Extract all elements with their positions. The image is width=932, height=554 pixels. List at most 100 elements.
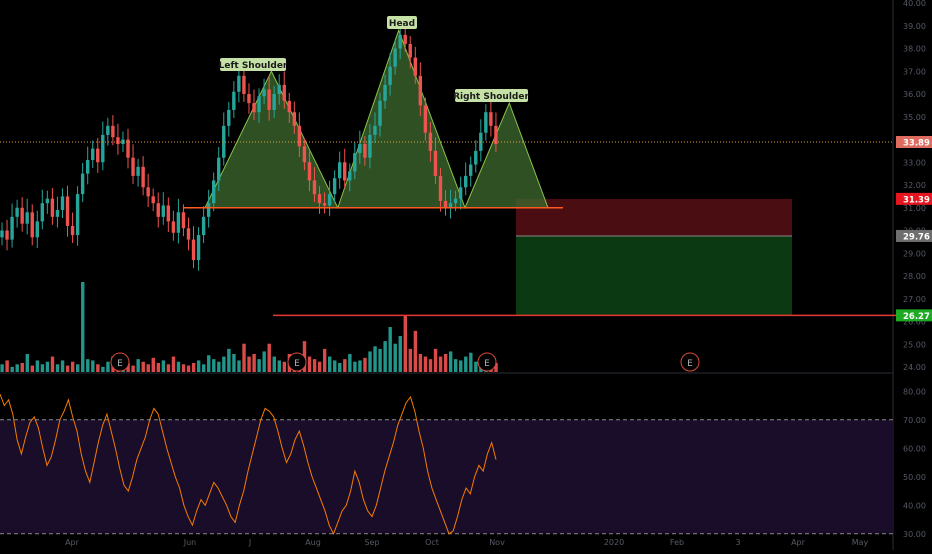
candle-body: [327, 194, 332, 206]
time-tick-label: Aug: [305, 538, 321, 547]
price-tick-label: 39.00: [903, 22, 926, 31]
rsi-panel: [0, 393, 893, 536]
volume-bar: [10, 366, 14, 372]
candle-body: [388, 66, 392, 85]
rsi-line: [0, 393, 497, 536]
volume-bar: [171, 356, 176, 372]
candle-body: [448, 203, 453, 208]
time-tick-label: Apr: [791, 538, 806, 547]
volume-bar: [348, 354, 352, 372]
pattern-shape: [204, 28, 549, 210]
volume-bar: [464, 356, 468, 372]
candle-body: [378, 100, 382, 126]
candle-body: [80, 173, 85, 195]
earnings-marker: [287, 352, 307, 372]
candle-body: [474, 150, 478, 165]
price-label: 31.39: [903, 195, 930, 205]
rsi-tick-label: 40.00: [903, 501, 926, 510]
candle-body: [287, 100, 291, 113]
volume-bar: [50, 356, 55, 372]
volume-bar: [282, 361, 287, 372]
volume-bar: [242, 343, 246, 372]
price-label-bg: [896, 309, 932, 322]
candle-body: [65, 196, 70, 226]
candle-body: [237, 75, 241, 92]
time-tick-label: Feb: [670, 538, 684, 547]
candle-body: [91, 148, 95, 160]
candle-body: [60, 196, 65, 211]
volume-bar: [15, 364, 19, 372]
volume-bar: [433, 348, 438, 372]
candle-body: [428, 132, 433, 151]
left-shoulder-label: Left Shoulder: [219, 61, 288, 71]
candle-body: [418, 75, 423, 106]
price-label: 33.89: [903, 139, 930, 149]
candle-body: [438, 175, 443, 201]
price-tick-label: 37.00: [903, 67, 926, 76]
volume-bar: [328, 356, 332, 372]
candle-body: [458, 187, 463, 199]
time-tick-label: J: [248, 538, 251, 547]
candle-body: [106, 125, 110, 135]
volume-bar: [388, 327, 392, 372]
candle-body: [211, 180, 216, 204]
candle-body: [30, 212, 34, 238]
time-tick-label: Sep: [364, 538, 379, 547]
volume-bar: [217, 361, 221, 372]
time-tick-label: 3: [735, 538, 740, 547]
candle-body: [5, 230, 9, 240]
volume-bar: [131, 365, 135, 372]
volume-bar: [272, 356, 276, 372]
candle-body: [196, 235, 201, 261]
candle-body: [403, 34, 407, 44]
pattern-annotations: Left Shoulder Head Right Shoulder: [219, 16, 529, 102]
position-zones: [516, 198, 792, 316]
price-tick-label: 31.00: [903, 204, 926, 213]
candle-body: [0, 230, 4, 238]
rsi-tick-label: 80.00: [903, 387, 926, 396]
volume-bar: [30, 365, 35, 372]
volume-bar: [40, 364, 45, 372]
volume-bar: [277, 360, 281, 372]
volume-bar: [398, 336, 402, 372]
volume-bar: [413, 330, 418, 372]
earnings-marker-label: E: [484, 359, 490, 369]
candle-body: [413, 57, 417, 76]
volume-bar: [196, 360, 201, 372]
volume-bar: [146, 364, 150, 372]
candle-body: [176, 212, 181, 233]
price-tick-label: 29.00: [903, 249, 926, 258]
volume-bar: [373, 346, 377, 372]
volume-bar: [408, 348, 413, 372]
candle-body: [96, 148, 100, 163]
price-tick-label: 27.00: [903, 295, 926, 304]
volume-bar: [181, 364, 186, 372]
earnings-marker: [110, 352, 130, 372]
volume-bar: [207, 355, 211, 372]
candle-body: [489, 112, 493, 126]
candle-body: [282, 84, 286, 101]
volume-bar: [317, 361, 322, 372]
volume-bar: [166, 364, 171, 372]
head-label-bg: [387, 16, 417, 29]
rsi-tick-label: 60.00: [903, 444, 926, 453]
price-tick-label: 26.00: [903, 318, 926, 327]
earnings-marker: [477, 352, 497, 372]
volume-bar: [151, 357, 155, 372]
volume-bar: [383, 341, 387, 372]
volume-bar: [202, 364, 206, 372]
candle-body: [297, 125, 302, 147]
candle-body: [232, 91, 236, 110]
price-tick-label: 32.00: [903, 181, 926, 190]
earnings-marker-label: E: [117, 359, 123, 369]
volume-bar: [474, 361, 478, 372]
volume-bar: [106, 361, 110, 372]
candle-body: [15, 207, 19, 217]
price-label: 29.76: [903, 232, 930, 242]
rsi-tick-label: 30.00: [903, 530, 926, 539]
price-tick-label: 25.00: [903, 340, 926, 349]
volume-bar: [252, 354, 256, 372]
